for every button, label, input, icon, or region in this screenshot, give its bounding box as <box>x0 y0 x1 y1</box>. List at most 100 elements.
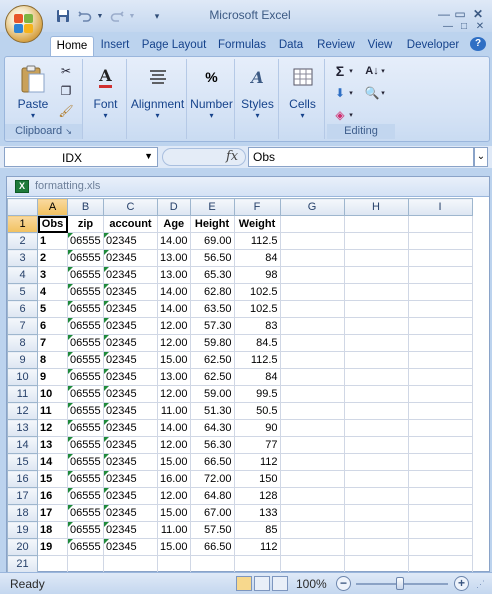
cell-g19[interactable] <box>279 521 345 539</box>
cell-d21[interactable] <box>157 555 191 573</box>
customize-icon[interactable]: ▾ <box>154 10 160 21</box>
workbook-restore-icon[interactable]: □ <box>460 21 468 32</box>
cell-b14[interactable]: 06555 <box>67 436 104 454</box>
cell-a9[interactable]: 8 <box>37 351 68 369</box>
cell-i14[interactable] <box>407 436 473 454</box>
tab-formulas[interactable]: Formulas <box>218 39 266 51</box>
cell-e11[interactable]: 59.00 <box>189 385 235 403</box>
cell-c20[interactable]: 02345 <box>103 538 158 556</box>
find-select-icon[interactable]: 🔍 <box>364 86 380 100</box>
cell-h6[interactable] <box>343 300 409 318</box>
row-header[interactable]: 17 <box>7 487 38 505</box>
tab-insert[interactable]: Insert <box>100 39 130 51</box>
cell-g12[interactable] <box>279 402 345 420</box>
cell-e12[interactable]: 51.30 <box>189 402 235 420</box>
undo-dropdown-icon[interactable]: ▼ <box>96 12 104 20</box>
dialog-launcher-icon[interactable]: ↘ <box>65 127 72 136</box>
cell-d15[interactable]: 15.00 <box>157 453 191 471</box>
column-header-i[interactable]: I <box>407 198 473 216</box>
row-header[interactable]: 1 <box>7 215 38 233</box>
cell-e3[interactable]: 56.50 <box>189 249 235 267</box>
font-button[interactable]: Font <box>93 97 118 111</box>
zoom-in-icon[interactable]: + <box>454 576 469 591</box>
cell-h1[interactable] <box>343 215 409 233</box>
cell-h5[interactable] <box>343 283 409 301</box>
cell-i13[interactable] <box>407 419 473 437</box>
cell-h14[interactable] <box>343 436 409 454</box>
cell-a1[interactable]: Obs <box>37 215 68 233</box>
cell-c4[interactable]: 02345 <box>103 266 158 284</box>
column-header-b[interactable]: B <box>67 198 104 216</box>
row-header[interactable]: 6 <box>7 300 38 318</box>
cell-e13[interactable]: 64.30 <box>189 419 235 437</box>
cell-i21[interactable] <box>407 555 473 573</box>
cell-b17[interactable]: 06555 <box>67 487 104 505</box>
row-header[interactable]: 19 <box>7 521 38 539</box>
cell-b20[interactable]: 06555 <box>67 538 104 556</box>
cell-g8[interactable] <box>279 334 345 352</box>
cell-b12[interactable]: 06555 <box>67 402 104 420</box>
row-header[interactable]: 9 <box>7 351 38 369</box>
row-header[interactable]: 11 <box>7 385 38 403</box>
cell-h19[interactable] <box>343 521 409 539</box>
cell-f9[interactable]: 112.5 <box>233 351 281 369</box>
redo-dropdown-icon[interactable]: ▼ <box>128 12 136 20</box>
cell-b3[interactable]: 06555 <box>67 249 104 267</box>
cell-g6[interactable] <box>279 300 345 318</box>
cell-b13[interactable]: 06555 <box>67 419 104 437</box>
tab-view[interactable]: View <box>367 39 393 51</box>
row-header[interactable]: 5 <box>7 283 38 301</box>
cell-b10[interactable]: 06555 <box>67 368 104 386</box>
cell-i18[interactable] <box>407 504 473 522</box>
cell-h17[interactable] <box>343 487 409 505</box>
clear-icon[interactable]: ◈ <box>335 108 345 122</box>
cell-d3[interactable]: 13.00 <box>157 249 191 267</box>
cell-c15[interactable]: 02345 <box>103 453 158 471</box>
cell-i9[interactable] <box>407 351 473 369</box>
cell-e8[interactable]: 59.80 <box>189 334 235 352</box>
cell-e5[interactable]: 62.80 <box>189 283 235 301</box>
cell-c6[interactable]: 02345 <box>103 300 158 318</box>
undo-icon[interactable] <box>76 7 94 25</box>
cell-a16[interactable]: 15 <box>37 470 68 488</box>
cell-a15[interactable]: 14 <box>37 453 68 471</box>
cell-b7[interactable]: 06555 <box>67 317 104 335</box>
cell-c16[interactable]: 02345 <box>103 470 158 488</box>
cell-f2[interactable]: 112.5 <box>233 232 281 250</box>
find-select-dropdown-icon[interactable]: ▾ <box>381 90 385 97</box>
cell-b2[interactable]: 06555 <box>67 232 104 250</box>
cell-h10[interactable] <box>343 368 409 386</box>
cell-c3[interactable]: 02345 <box>103 249 158 267</box>
cell-f20[interactable]: 112 <box>233 538 281 556</box>
cell-e9[interactable]: 62.50 <box>189 351 235 369</box>
cell-e6[interactable]: 63.50 <box>189 300 235 318</box>
save-icon[interactable] <box>54 7 72 25</box>
cell-a13[interactable]: 12 <box>37 419 68 437</box>
zoom-out-icon[interactable]: − <box>336 576 351 591</box>
cell-f10[interactable]: 84 <box>233 368 281 386</box>
cell-i11[interactable] <box>407 385 473 403</box>
tab-page-layout[interactable]: Page Layout <box>141 39 207 51</box>
cell-i19[interactable] <box>407 521 473 539</box>
cell-d14[interactable]: 12.00 <box>157 436 191 454</box>
cells-button[interactable]: Cells <box>289 97 316 111</box>
cell-h8[interactable] <box>343 334 409 352</box>
cell-f21[interactable] <box>233 555 281 573</box>
cell-f1[interactable]: Weight <box>233 215 281 233</box>
row-header[interactable]: 7 <box>7 317 38 335</box>
cell-d8[interactable]: 12.00 <box>157 334 191 352</box>
cell-g11[interactable] <box>279 385 345 403</box>
cell-g7[interactable] <box>279 317 345 335</box>
cell-g15[interactable] <box>279 453 345 471</box>
office-button[interactable] <box>5 5 43 43</box>
cell-a5[interactable]: 4 <box>37 283 68 301</box>
expand-formula-bar-icon[interactable]: ⌄ <box>474 147 488 167</box>
restore-icon[interactable]: ▭ <box>454 7 466 21</box>
cell-i10[interactable] <box>407 368 473 386</box>
autosum-dropdown-icon[interactable]: ▾ <box>349 68 353 75</box>
cell-c8[interactable]: 02345 <box>103 334 158 352</box>
cell-f19[interactable]: 85 <box>233 521 281 539</box>
cell-a4[interactable]: 3 <box>37 266 68 284</box>
cell-i15[interactable] <box>407 453 473 471</box>
help-icon[interactable]: ? <box>470 37 486 51</box>
